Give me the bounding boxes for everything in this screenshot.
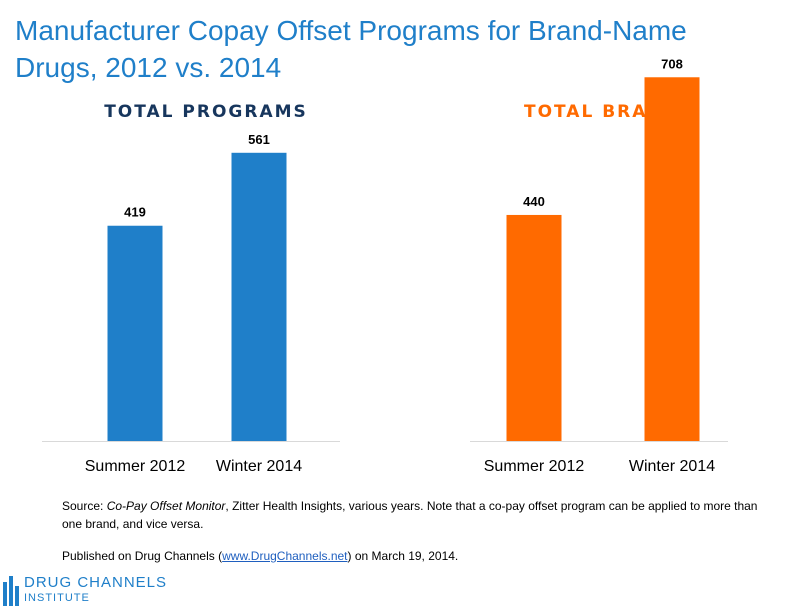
data-label-brands-2: 708	[661, 56, 683, 71]
category-label-brands-2: Winter 2014	[629, 458, 715, 475]
published-suffix: ) on March 19, 2014.	[347, 549, 459, 563]
source-rest: , Zitter Health Insights, various years.…	[62, 499, 758, 531]
chart-title-line2: Drugs, 2012 vs. 2014	[15, 52, 282, 83]
bar-brands-1	[506, 214, 562, 441]
source-prefix: Source:	[62, 499, 107, 513]
bar-programs-1	[107, 225, 163, 441]
drugchannels-link[interactable]: www.DrugChannels.net	[222, 549, 348, 563]
chart-title-line1: Manufacturer Copay Offset Programs for B…	[15, 15, 687, 46]
published-note: Published on Drug Channels (www.DrugChan…	[62, 547, 762, 565]
category-label-brands-1: Summer 2012	[484, 458, 585, 475]
published-prefix: Published on Drug Channels (	[62, 549, 223, 563]
source-note: Source: Co-Pay Offset Monitor, Zitter He…	[62, 497, 762, 533]
logo-line1: DRUG CHANNELS	[24, 574, 168, 591]
bar-programs-2	[231, 152, 287, 441]
data-label-programs-2: 561	[248, 132, 270, 147]
bar-brands-2	[644, 77, 700, 441]
category-label-programs-2: Winter 2014	[216, 458, 302, 475]
source-italic: Co-Pay Offset Monitor	[106, 499, 226, 513]
drug-channels-logo: DRUG CHANNELS INSTITUTE	[2, 572, 202, 608]
pill-bottles-icon	[3, 576, 19, 606]
category-label-programs-1: Summer 2012	[85, 458, 186, 475]
data-label-brands-1: 440	[523, 194, 545, 209]
data-label-programs-1: 419	[124, 205, 146, 220]
logo-line2: INSTITUTE	[24, 592, 90, 604]
panel-title-programs: TOTAL PROGRAMS	[104, 102, 308, 122]
chart-title: Manufacturer Copay Offset Programs for B…	[15, 12, 785, 86]
bar-charts: TOTAL PROGRAMS 419 Summer 2012 561 Winter 20…	[42, 56, 728, 475]
